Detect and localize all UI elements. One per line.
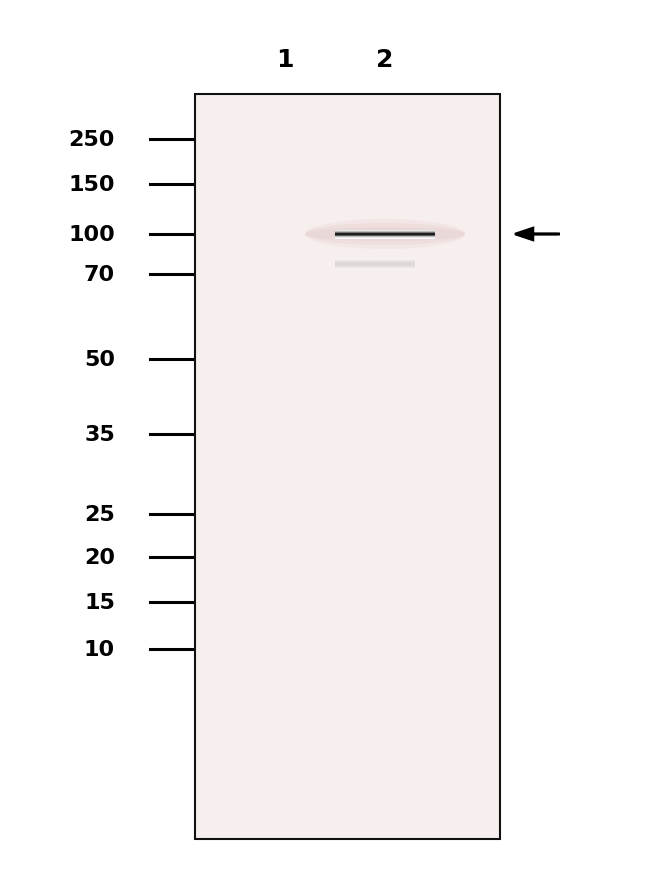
Ellipse shape — [305, 223, 465, 246]
Text: 15: 15 — [84, 593, 115, 613]
Text: 25: 25 — [84, 504, 115, 524]
Text: 2: 2 — [376, 48, 394, 72]
Bar — [195, 95, 500, 839]
Text: 50: 50 — [84, 349, 115, 369]
FancyArrow shape — [515, 229, 560, 241]
Text: 150: 150 — [68, 175, 115, 195]
Text: 20: 20 — [84, 547, 115, 567]
Ellipse shape — [305, 220, 465, 249]
Text: 35: 35 — [84, 425, 115, 444]
Text: 1: 1 — [276, 48, 294, 72]
Text: 10: 10 — [84, 640, 115, 660]
Text: 250: 250 — [69, 129, 115, 149]
Text: 100: 100 — [68, 225, 115, 245]
Ellipse shape — [305, 228, 465, 242]
Text: 70: 70 — [84, 265, 115, 285]
